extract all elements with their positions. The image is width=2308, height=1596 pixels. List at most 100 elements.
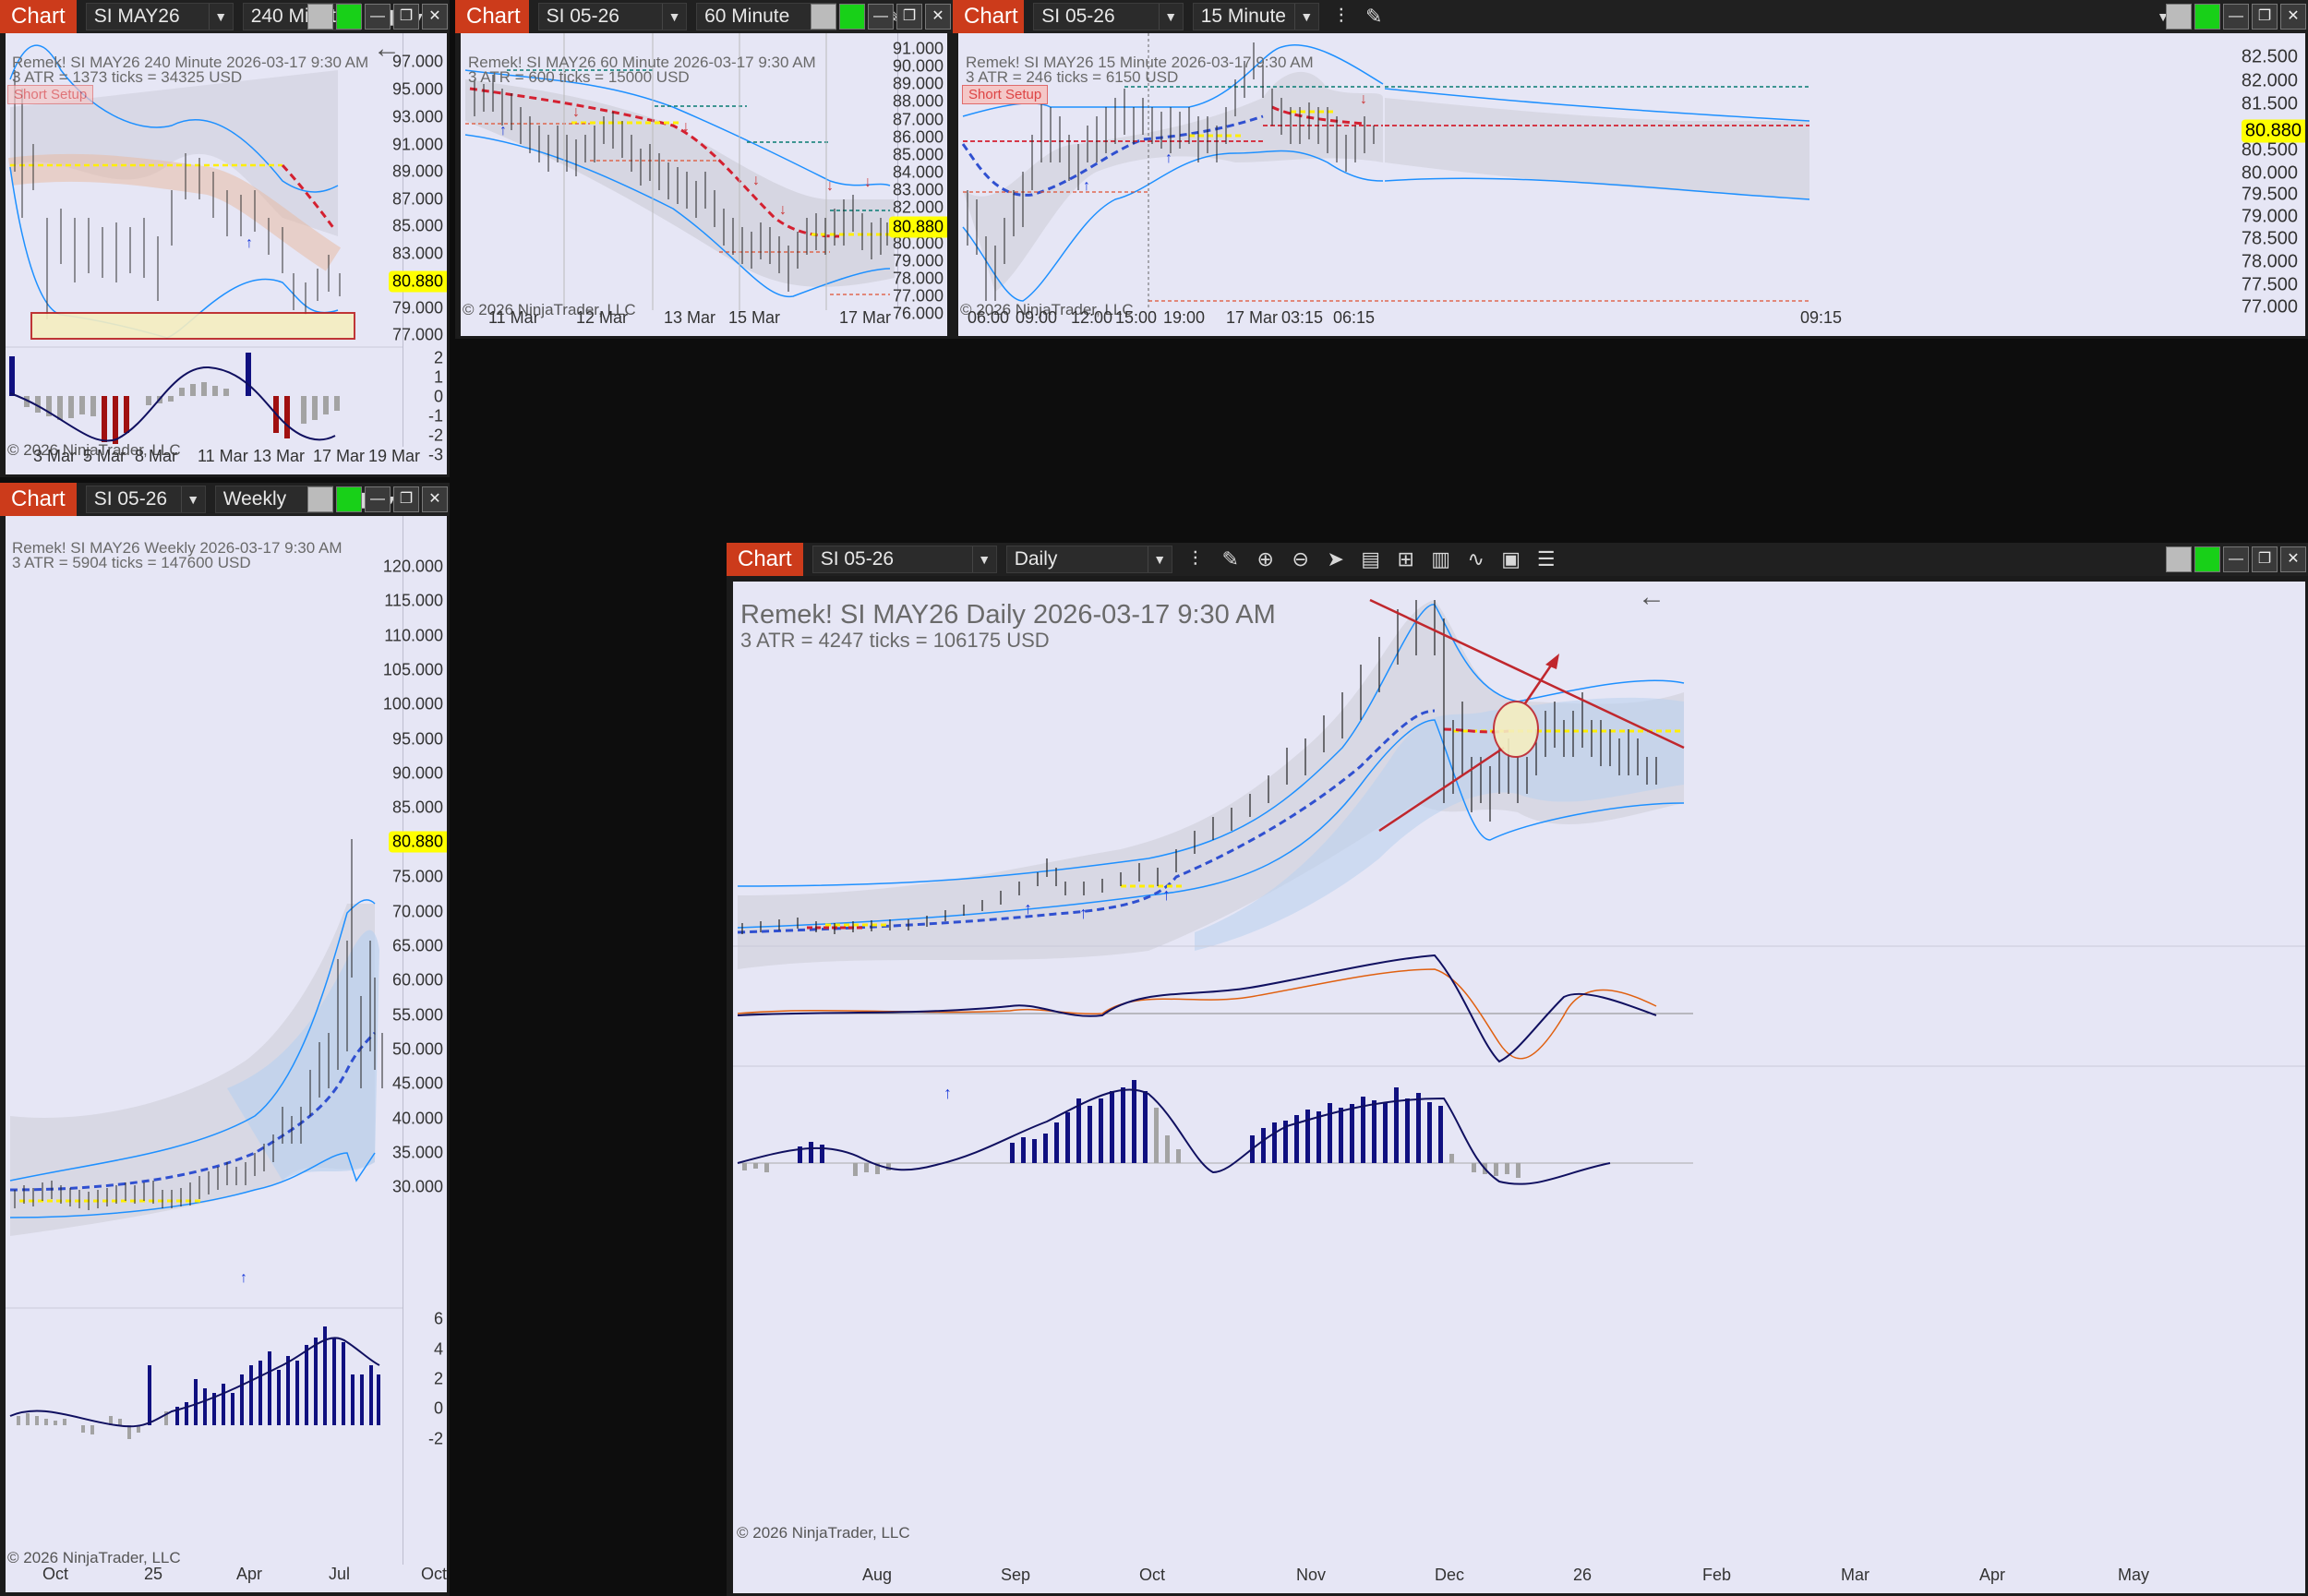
link-button[interactable] xyxy=(2166,4,2192,30)
link-color-button[interactable] xyxy=(2194,546,2220,572)
price-axis[interactable]: 91.000 90.000 89.000 88.000 87.000 86.00… xyxy=(888,33,947,323)
x-tick: Oct xyxy=(1139,1566,1166,1584)
chart-plot-area[interactable]: ↑ ↑ ↑ ↑ Remek! SI MAY26 Daily 2026-03-17 9:… xyxy=(733,582,2305,1593)
indicators-icon[interactable]: ▥ xyxy=(1431,547,1451,570)
instrument-selector[interactable]: SI 05-26 ▼ xyxy=(537,3,688,30)
back-arrow-icon[interactable]: ← xyxy=(1638,582,1665,612)
chevron-down-icon[interactable]: ▼ xyxy=(1158,4,1183,30)
chart-plot-area[interactable]: ↑ Remek! SI MAY26 240 Minute 2026-03-17 … xyxy=(6,33,447,474)
y-tick: 79.000 xyxy=(391,298,443,318)
y-tick: 77.500 xyxy=(2241,274,2298,295)
instrument-selector[interactable]: SI 05-26 ▼ xyxy=(85,486,206,513)
x-tick: Aug xyxy=(862,1566,893,1584)
chevron-down-icon[interactable]: ▼ xyxy=(180,486,205,512)
chart-plot-area[interactable]: ↑ ↑ ↓ Remek! SI MAY26 15 Minute 2026-03-1… xyxy=(958,33,1385,336)
data-box-icon[interactable]: ▤ xyxy=(1361,547,1381,570)
properties-icon[interactable]: ⊞ xyxy=(1397,547,1414,570)
chart-plot-area-right[interactable]: 82.500 82.000 81.500 80.500 80.000 79.50… xyxy=(1385,33,2305,336)
svg-text:↑: ↑ xyxy=(1162,885,1171,904)
link-button[interactable] xyxy=(307,486,333,512)
maximize-button[interactable]: ❐ xyxy=(393,4,419,30)
link-button[interactable] xyxy=(2166,546,2192,572)
y-tick: 87.000 xyxy=(892,110,944,129)
bar-style-icon[interactable]: ⫶ xyxy=(1338,5,1344,28)
y-tick: 70.000 xyxy=(391,902,443,921)
back-arrow-icon[interactable]: ← xyxy=(373,33,401,64)
minimize-button[interactable]: — xyxy=(2223,546,2249,572)
interval-selector[interactable]: 15 Minute ▼ xyxy=(1192,3,1319,30)
link-button[interactable] xyxy=(307,4,333,30)
price-axis[interactable]: 120.000 115.000 110.000 105.000 100.000 … xyxy=(383,516,447,1565)
y-tick: 79.000 xyxy=(2241,206,2298,227)
chart-plot-area[interactable]: ↑ Remek! SI MAY26 Weekly 2026-03-17 9:30… xyxy=(6,516,447,1592)
y-tick: 78.000 xyxy=(892,269,944,288)
svg-text:↑: ↑ xyxy=(944,1084,952,1102)
y-tick: 77.000 xyxy=(892,286,944,306)
chevron-down-icon[interactable]: ▼ xyxy=(1293,4,1318,30)
chart-header-atr: 3 ATR = 600 ticks = 15000 USD xyxy=(468,68,690,86)
interval-selector[interactable]: Daily ▼ xyxy=(1005,546,1172,573)
svg-text:↓: ↓ xyxy=(682,119,690,135)
chart-toolbar: Chart SI 05-26 ▼ 15 Minute ▼ ⫶ ✎ xyxy=(953,0,1385,33)
chart-toolbar: Chart SI 05-26▼ 60 Minute▼ ⫶ ✎ ▼ —❐✕ xyxy=(455,0,953,33)
link-button[interactable] xyxy=(811,4,836,30)
close-button[interactable]: ✕ xyxy=(925,4,951,30)
y-tick: 91.000 xyxy=(892,39,944,58)
chevron-down-icon[interactable]: ▼ xyxy=(662,4,686,30)
link-color-button[interactable] xyxy=(336,4,362,30)
instrument-selector[interactable]: SI 05-26 ▼ xyxy=(1033,3,1184,30)
pointer-icon[interactable]: ➤ xyxy=(1327,547,1344,570)
maximize-button[interactable]: ❐ xyxy=(896,4,922,30)
price-axis[interactable]: 82.500 82.000 81.500 80.500 80.000 79.50… xyxy=(1385,33,2305,318)
close-button[interactable]: ✕ xyxy=(422,4,448,30)
y-tick: 87.000 xyxy=(391,189,443,209)
chevron-down-icon[interactable]: ▼ xyxy=(971,546,996,572)
link-color-button[interactable] xyxy=(839,4,865,30)
y-tick: 110.000 xyxy=(384,626,443,645)
template-icon[interactable]: ▣ xyxy=(1501,547,1521,570)
chart-menu-button[interactable]: Chart xyxy=(0,0,77,33)
maximize-button[interactable]: ❐ xyxy=(2252,4,2278,30)
x-tick: May xyxy=(2118,1566,2150,1584)
x-tick: 15:00 xyxy=(1115,308,1158,327)
list-icon[interactable]: ☰ xyxy=(1536,547,1556,570)
chart-menu-button[interactable]: Chart xyxy=(455,0,529,33)
svg-text:↑: ↑ xyxy=(1024,899,1032,918)
maximize-button[interactable]: ❐ xyxy=(393,486,419,512)
minimize-button[interactable]: — xyxy=(365,486,391,512)
price-chart-svg: ↑ xyxy=(6,44,447,444)
chart-menu-button[interactable]: Chart xyxy=(727,543,803,576)
close-button[interactable]: ✕ xyxy=(422,486,448,512)
zoom-in-icon[interactable]: ⊕ xyxy=(1256,547,1274,570)
chart-header-atr: 3 ATR = 4247 ticks = 106175 USD xyxy=(740,629,1050,652)
close-button[interactable]: ✕ xyxy=(2280,546,2306,572)
chart-header-atr: 3 ATR = 1373 ticks = 34325 USD xyxy=(12,68,243,86)
link-color-button[interactable] xyxy=(336,486,362,512)
zoom-out-icon[interactable]: ⊖ xyxy=(1292,547,1309,570)
y-tick: 55.000 xyxy=(391,1005,443,1025)
y-tick: 90.000 xyxy=(892,56,944,76)
x-tick: Oct xyxy=(421,1565,447,1583)
chart-header-atr: 3 ATR = 5904 ticks = 147600 USD xyxy=(12,554,251,571)
close-button[interactable]: ✕ xyxy=(2280,4,2306,30)
chart-window-15min: Chart SI 05-26 ▼ 15 Minute ▼ ⫶ ✎ ↑ ↑ ↓ Reme… xyxy=(953,0,1385,339)
bar-style-icon[interactable]: ⫶ xyxy=(1192,547,1198,570)
minimize-button[interactable]: — xyxy=(365,4,391,30)
minimize-button[interactable]: — xyxy=(868,4,894,30)
maximize-button[interactable]: ❐ xyxy=(2252,546,2278,572)
pencil-icon[interactable]: ✎ xyxy=(1364,5,1383,28)
chart-menu-button[interactable]: Chart xyxy=(0,483,77,516)
instrument-selector[interactable]: SI MAY26 ▼ xyxy=(85,3,234,30)
pencil-icon[interactable]: ✎ xyxy=(1221,547,1239,570)
chevron-down-icon[interactable]: ▼ xyxy=(1147,546,1172,572)
chart-menu-button[interactable]: Chart xyxy=(953,0,1025,33)
price-axis[interactable]: 97.000 95.000 93.000 91.000 89.000 87.00… xyxy=(388,33,447,464)
svg-text:↓: ↓ xyxy=(1360,91,1367,107)
minimize-button[interactable]: — xyxy=(2223,4,2249,30)
strategies-icon[interactable]: ∿ xyxy=(1467,547,1485,570)
instrument-selector[interactable]: SI 05-26 ▼ xyxy=(811,546,997,573)
chart-plot-area[interactable]: ↓ ↓ ↓ ↓ ↓ ↓ ↑ Remek! SI MAY26 60 Minute 2026-… xyxy=(461,33,947,336)
chevron-down-icon[interactable]: ▼ xyxy=(208,4,233,30)
link-color-button[interactable] xyxy=(2194,4,2220,30)
y-tick: 84.000 xyxy=(892,162,944,182)
